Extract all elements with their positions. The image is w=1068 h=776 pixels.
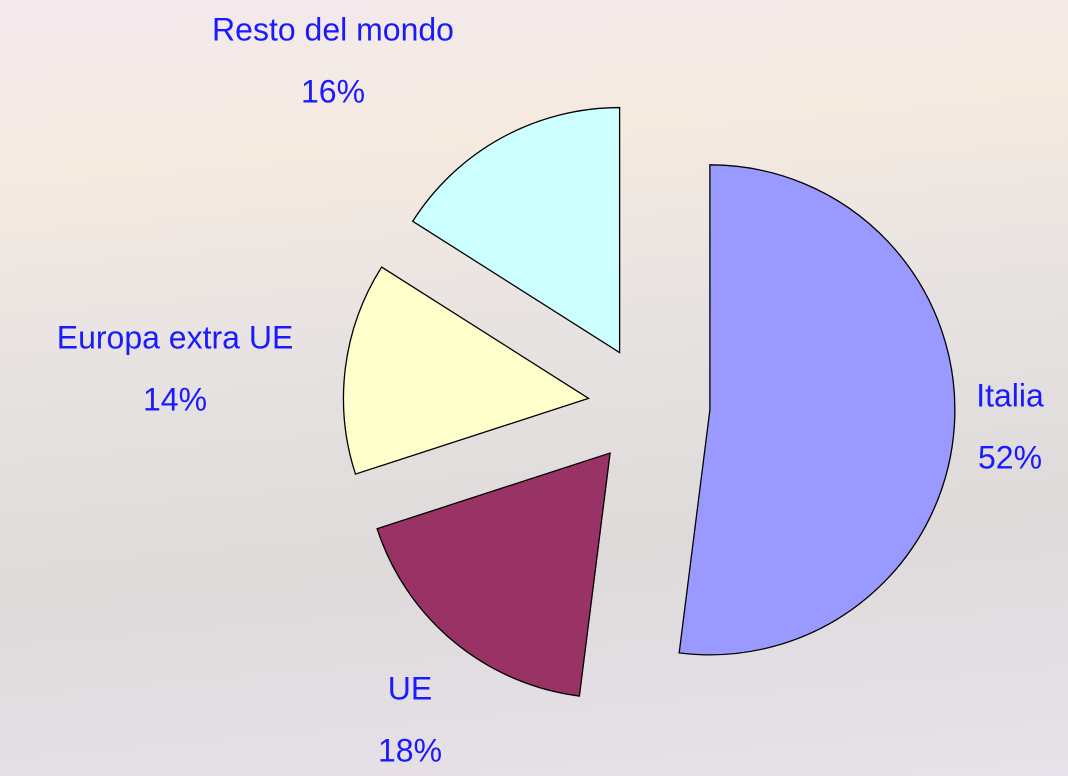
- slice-value-label: 18%: [378, 732, 442, 768]
- slice-value-label: 14%: [143, 381, 207, 417]
- pie-slice: [411, 106, 621, 354]
- slice-label: Europa extra UE: [57, 319, 294, 355]
- slice-label: Italia: [976, 377, 1044, 413]
- pie-slice: [342, 266, 590, 475]
- slice-label: Resto del mondo: [212, 11, 454, 47]
- slice-value-label: 52%: [978, 439, 1042, 475]
- slice-value-label: 16%: [301, 73, 365, 109]
- pie-slice: [376, 452, 611, 697]
- slice-label: UE: [388, 670, 432, 706]
- pie-slice: [678, 164, 956, 656]
